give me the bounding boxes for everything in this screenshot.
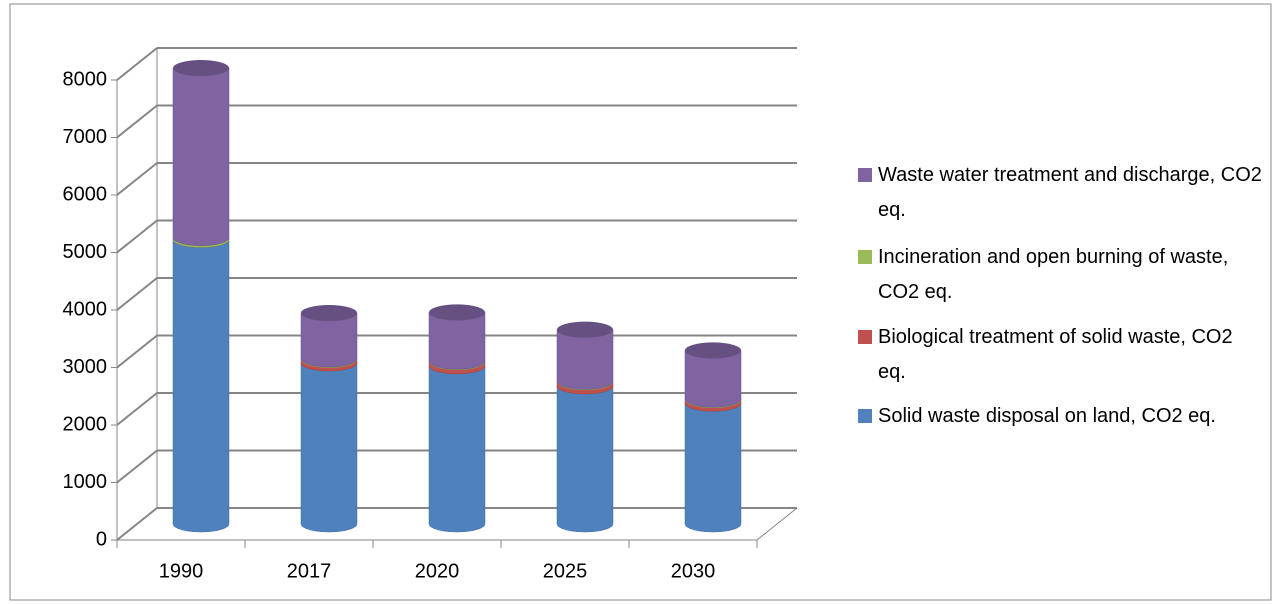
legend-item: Waste water treatment and discharge, CO2… bbox=[858, 158, 1263, 228]
x-tick-label: 2025 bbox=[543, 560, 588, 582]
bar-top bbox=[557, 321, 613, 338]
legend-label: Waste water treatment and discharge, CO2… bbox=[878, 164, 1262, 221]
y-tick-label: 5000 bbox=[63, 241, 108, 263]
bar-segment bbox=[300, 312, 358, 368]
y-tick-label: 3000 bbox=[63, 356, 108, 378]
grid-line bbox=[116, 104, 158, 139]
x-tick-label: 2017 bbox=[287, 560, 332, 582]
bar-top bbox=[173, 60, 229, 77]
bar-segment bbox=[428, 365, 486, 533]
grid-line bbox=[116, 219, 158, 254]
legend-label: Incineration and open burning of waste, … bbox=[878, 246, 1229, 303]
y-tick-label: 8000 bbox=[63, 68, 108, 90]
bar-segment bbox=[556, 329, 614, 390]
y-tick-label: 7000 bbox=[63, 126, 108, 148]
legend-swatch bbox=[858, 168, 872, 182]
legend-label: Solid waste disposal on land, CO2 eq. bbox=[878, 405, 1216, 427]
legend-swatch bbox=[858, 250, 872, 264]
legend-swatch bbox=[858, 409, 872, 423]
legend-item: Solid waste disposal on land, CO2 eq. bbox=[858, 399, 1263, 434]
legend-swatch bbox=[858, 330, 872, 344]
grid-line bbox=[116, 392, 158, 426]
legend-label: Biological treatment of solid waste, CO2… bbox=[878, 326, 1233, 383]
x-tick-label: 2030 bbox=[671, 560, 716, 582]
bar-segment bbox=[300, 362, 358, 533]
bar-segment bbox=[172, 239, 230, 533]
legend-item: Biological treatment of solid waste, CO2… bbox=[858, 320, 1263, 390]
bar-segment bbox=[684, 403, 742, 533]
grid-line bbox=[116, 47, 158, 81]
y-tick-label: 1000 bbox=[63, 471, 108, 493]
grid-line bbox=[116, 507, 158, 541]
y-tick-label: 4000 bbox=[63, 298, 108, 320]
x-tick-label: 1990 bbox=[159, 560, 204, 582]
legend-item: Incineration and open burning of waste, … bbox=[858, 240, 1263, 310]
grid-line bbox=[116, 334, 158, 369]
grid-line bbox=[116, 277, 158, 311]
x-tick-label: 2020 bbox=[415, 560, 460, 582]
floor-edge bbox=[756, 507, 798, 541]
bar-top bbox=[685, 342, 741, 359]
bar-segment bbox=[684, 350, 742, 408]
bar-top bbox=[301, 304, 357, 321]
y-tick-label: 2000 bbox=[63, 413, 108, 435]
y-tick-label: 0 bbox=[96, 528, 107, 550]
bar-segment bbox=[428, 312, 486, 370]
bar-segment bbox=[556, 385, 614, 533]
bar-top bbox=[429, 304, 485, 321]
grid-line bbox=[116, 162, 158, 196]
grid-line bbox=[116, 449, 158, 484]
bar-segment bbox=[172, 67, 230, 246]
y-tick-label: 6000 bbox=[63, 183, 108, 205]
